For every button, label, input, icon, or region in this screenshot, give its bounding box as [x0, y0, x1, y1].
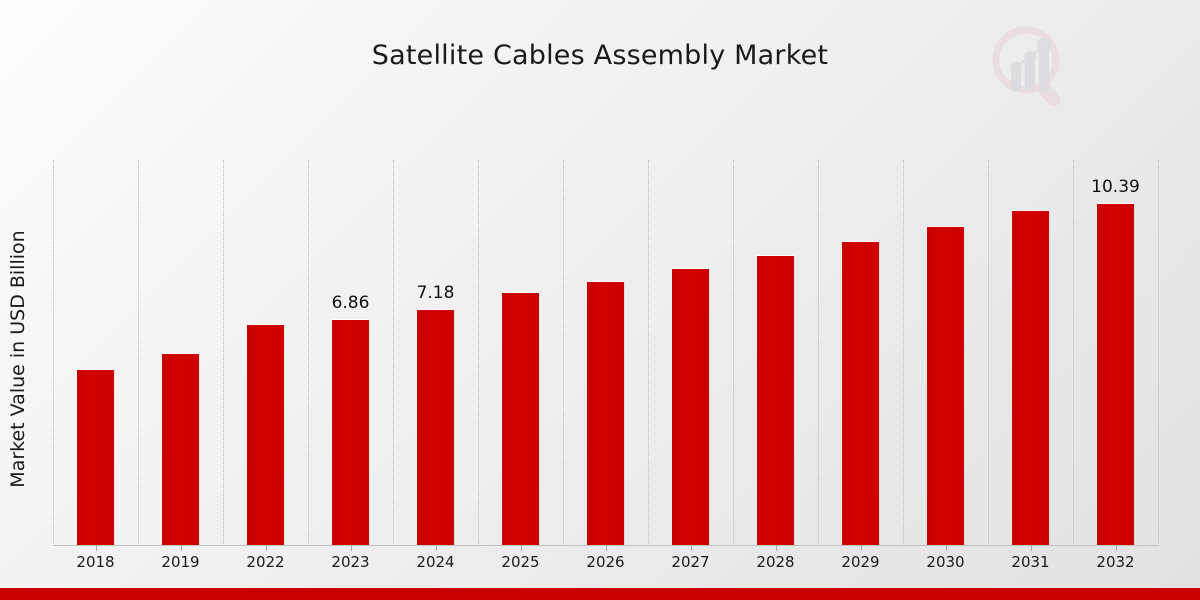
x-tick-2023: [350, 545, 352, 551]
bar-2024[interactable]: [417, 310, 454, 546]
gridline: [478, 160, 480, 546]
gridline: [1073, 160, 1075, 546]
x-tick-2026: [605, 545, 607, 551]
y-axis-label: Market Value in USD Billion: [7, 230, 29, 488]
gridline: [988, 160, 990, 546]
x-tick-label-2032: 2032: [1096, 553, 1135, 571]
bar-2029[interactable]: [842, 242, 879, 546]
bar-2023[interactable]: [332, 320, 369, 546]
x-tick-2025: [520, 545, 522, 551]
bar-2032[interactable]: [1097, 204, 1134, 546]
x-tick-2029: [860, 545, 862, 551]
gridline: [308, 160, 310, 546]
bar-2022[interactable]: [247, 325, 284, 546]
x-tick-label-2018: 2018: [76, 553, 115, 571]
x-tick-label-2019: 2019: [161, 553, 200, 571]
x-tick-2027: [690, 545, 692, 551]
x-tick-label-2029: 2029: [841, 553, 880, 571]
x-tick-2031: [1030, 545, 1032, 551]
x-tick-label-2028: 2028: [756, 553, 795, 571]
x-tick-2032: [1115, 545, 1117, 551]
x-tick-2024: [435, 545, 437, 551]
bar-2031[interactable]: [1012, 211, 1049, 546]
gridline: [223, 160, 225, 546]
plot-area: [53, 160, 1160, 546]
gridline: [733, 160, 735, 546]
x-tick-2022: [265, 545, 267, 551]
bar-value-label-2032: 10.39: [1091, 177, 1140, 197]
gridline: [563, 160, 565, 546]
footer-accent-bar: [0, 588, 1200, 600]
bar-2018[interactable]: [77, 370, 114, 546]
gridline: [903, 160, 905, 546]
x-tick-label-2022: 2022: [246, 553, 285, 571]
bar-2027[interactable]: [672, 269, 709, 546]
gridline: [1158, 160, 1160, 546]
x-tick-label-2024: 2024: [416, 553, 455, 571]
bar-2026[interactable]: [587, 282, 624, 546]
gridline: [138, 160, 140, 546]
logo-svg: [992, 26, 1061, 107]
x-tick-label-2025: 2025: [501, 553, 540, 571]
x-tick-label-2027: 2027: [671, 553, 710, 571]
x-tick-label-2031: 2031: [1011, 553, 1050, 571]
magnifier-bar-chart-logo: [985, 20, 1077, 112]
bar-value-label-2023: 6.86: [331, 293, 370, 313]
gridline: [648, 160, 650, 546]
gridline: [818, 160, 820, 546]
x-tick-label-2026: 2026: [586, 553, 625, 571]
x-tick-2030: [945, 545, 947, 551]
x-tick-label-2023: 2023: [331, 553, 370, 571]
x-tick-2019: [180, 545, 182, 551]
x-tick-2028: [775, 545, 777, 551]
page-title: Satellite Cables Assembly Market: [371, 40, 829, 71]
bar-2030[interactable]: [927, 227, 964, 546]
gridline: [53, 160, 55, 546]
bar-2028[interactable]: [757, 256, 794, 546]
bar-value-label-2024: 7.18: [416, 283, 455, 303]
gridline: [393, 160, 395, 546]
bar-2025[interactable]: [502, 293, 539, 546]
x-tick-label-2030: 2030: [926, 553, 965, 571]
x-tick-2018: [95, 545, 97, 551]
bar-2019[interactable]: [162, 354, 199, 546]
